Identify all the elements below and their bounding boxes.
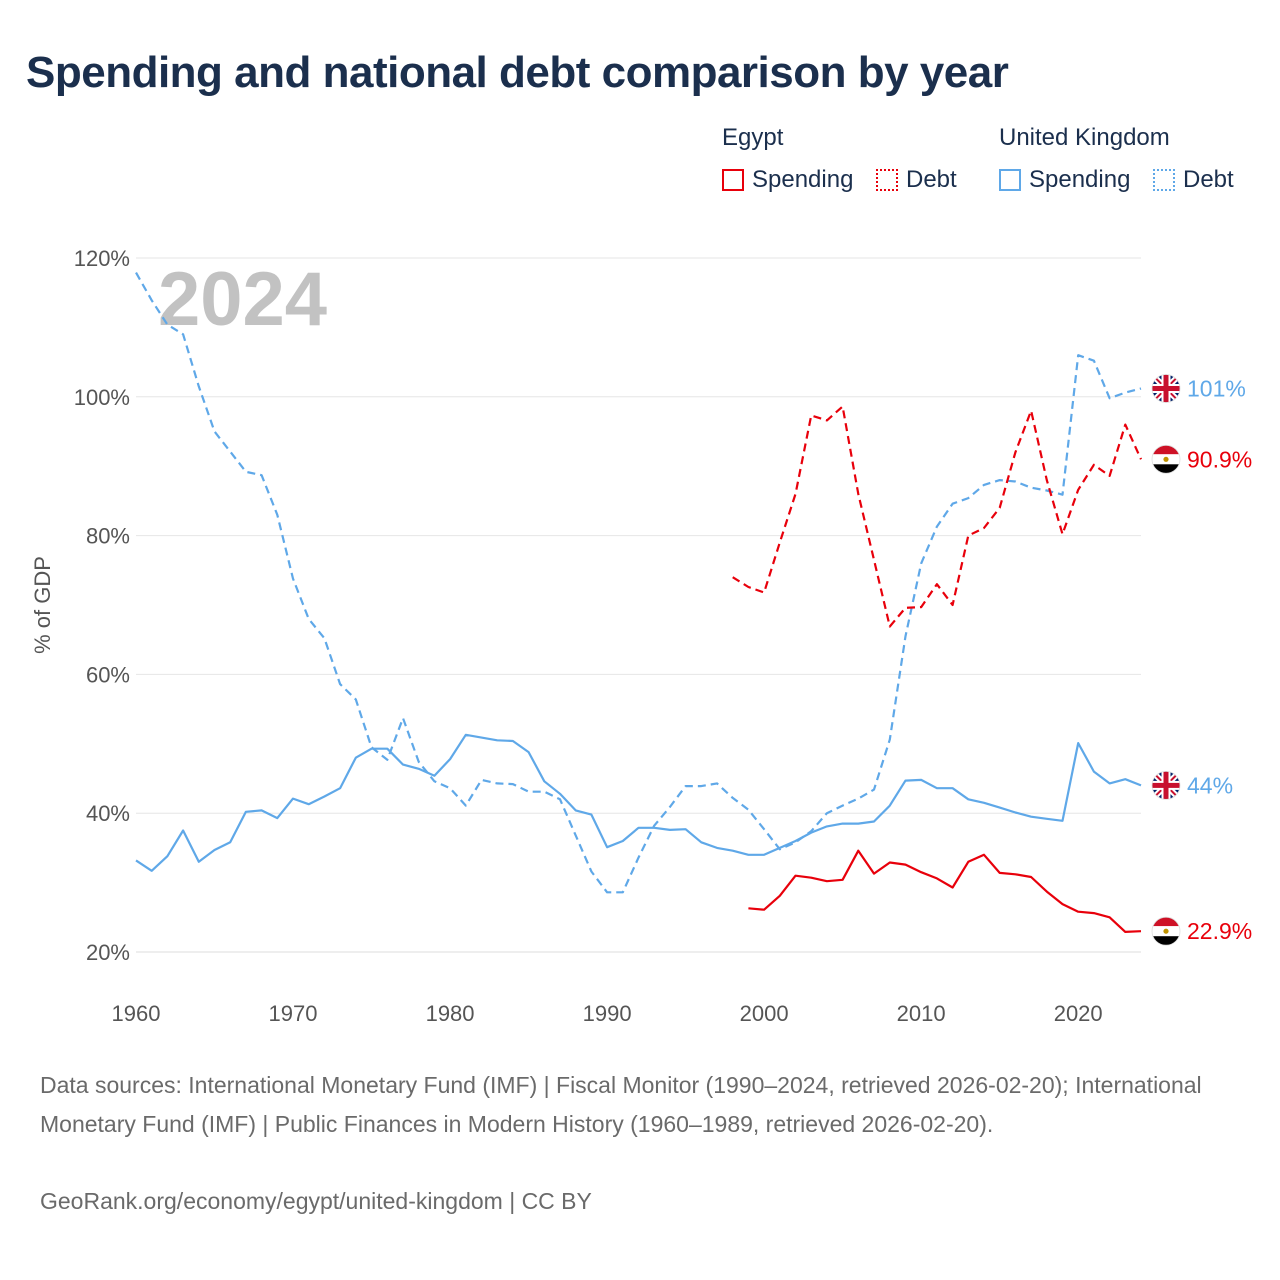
year-watermark: 2024: [158, 257, 327, 342]
legend-egypt-debt[interactable]: Debt: [876, 166, 957, 194]
chart-title: Spending and national debt comparison by…: [26, 48, 1009, 97]
egypt-flag-icon: [1151, 916, 1181, 946]
grid-lines: [136, 257, 1141, 953]
x-tick-label: 2020: [1054, 1001, 1103, 1026]
x-tick-label: 1990: [583, 1001, 632, 1026]
series-line-united-kingdom-spending[interactable]: [135, 733, 1142, 872]
credit-link[interactable]: GeoRank.org/economy/egypt/united-kingdom…: [40, 1188, 592, 1214]
y-tick-label: 60%: [86, 662, 130, 687]
y-tick-label: 40%: [86, 801, 130, 826]
end-value-label: 101%: [1187, 375, 1246, 401]
x-tick-label: 2000: [740, 1001, 789, 1026]
data-sources: Data sources: International Monetary Fun…: [40, 1072, 1202, 1137]
x-tick-label: 1960: [112, 1001, 161, 1026]
legend-swatch-dotted-blue: [1153, 169, 1175, 191]
uk-flag-icon: [1151, 771, 1181, 800]
legend-egypt-spending[interactable]: Spending: [722, 166, 853, 194]
series: [135, 272, 1143, 933]
legend-uk-debt[interactable]: Debt: [1153, 166, 1234, 194]
legend-group-united-kingdom: United Kingdom: [999, 124, 1170, 151]
line-chart: 20% 40% 60% 80% 100% 120% 1960 1970 1980 1990 2000…: [30, 246, 1252, 1026]
legend-label: Spending: [752, 166, 854, 193]
end-value-label: 90.9%: [1187, 446, 1252, 472]
y-tick-label: 20%: [86, 940, 130, 965]
x-tick-label: 2010: [897, 1001, 946, 1026]
uk-flag-icon: [1151, 374, 1181, 403]
y-tick-label: 120%: [74, 246, 130, 271]
legend-swatch-dotted-red: [876, 169, 898, 191]
y-axis-label: % of GDP: [30, 556, 55, 654]
series-line-egypt-spending[interactable]: [748, 849, 1142, 933]
legend-label: Spending: [1029, 166, 1131, 193]
end-labels: 101% 90.9% 44% 22.9%: [1151, 374, 1252, 946]
series-line-egypt-debt[interactable]: [732, 405, 1143, 628]
x-tick-label: 1980: [426, 1001, 475, 1026]
egypt-flag-icon: [1151, 444, 1181, 474]
axes: 20% 40% 60% 80% 100% 120% 1960 1970 1980 1990 2000…: [30, 246, 1103, 1026]
legend-swatch-solid-blue: [999, 169, 1021, 191]
legend-swatch-solid-red: [722, 169, 744, 191]
end-value-label: 22.9%: [1187, 918, 1252, 944]
y-tick-label: 80%: [86, 524, 130, 549]
y-tick-label: 100%: [74, 385, 130, 410]
end-value-label: 44%: [1187, 772, 1233, 798]
legend-label: Debt: [1183, 166, 1234, 193]
legend-label: Debt: [906, 166, 957, 193]
legend-uk-spending[interactable]: Spending: [999, 166, 1130, 194]
series-line-united-kingdom-debt[interactable]: [135, 272, 1142, 894]
legend-group-egypt: Egypt: [722, 124, 784, 151]
x-tick-label: 1970: [269, 1001, 318, 1026]
